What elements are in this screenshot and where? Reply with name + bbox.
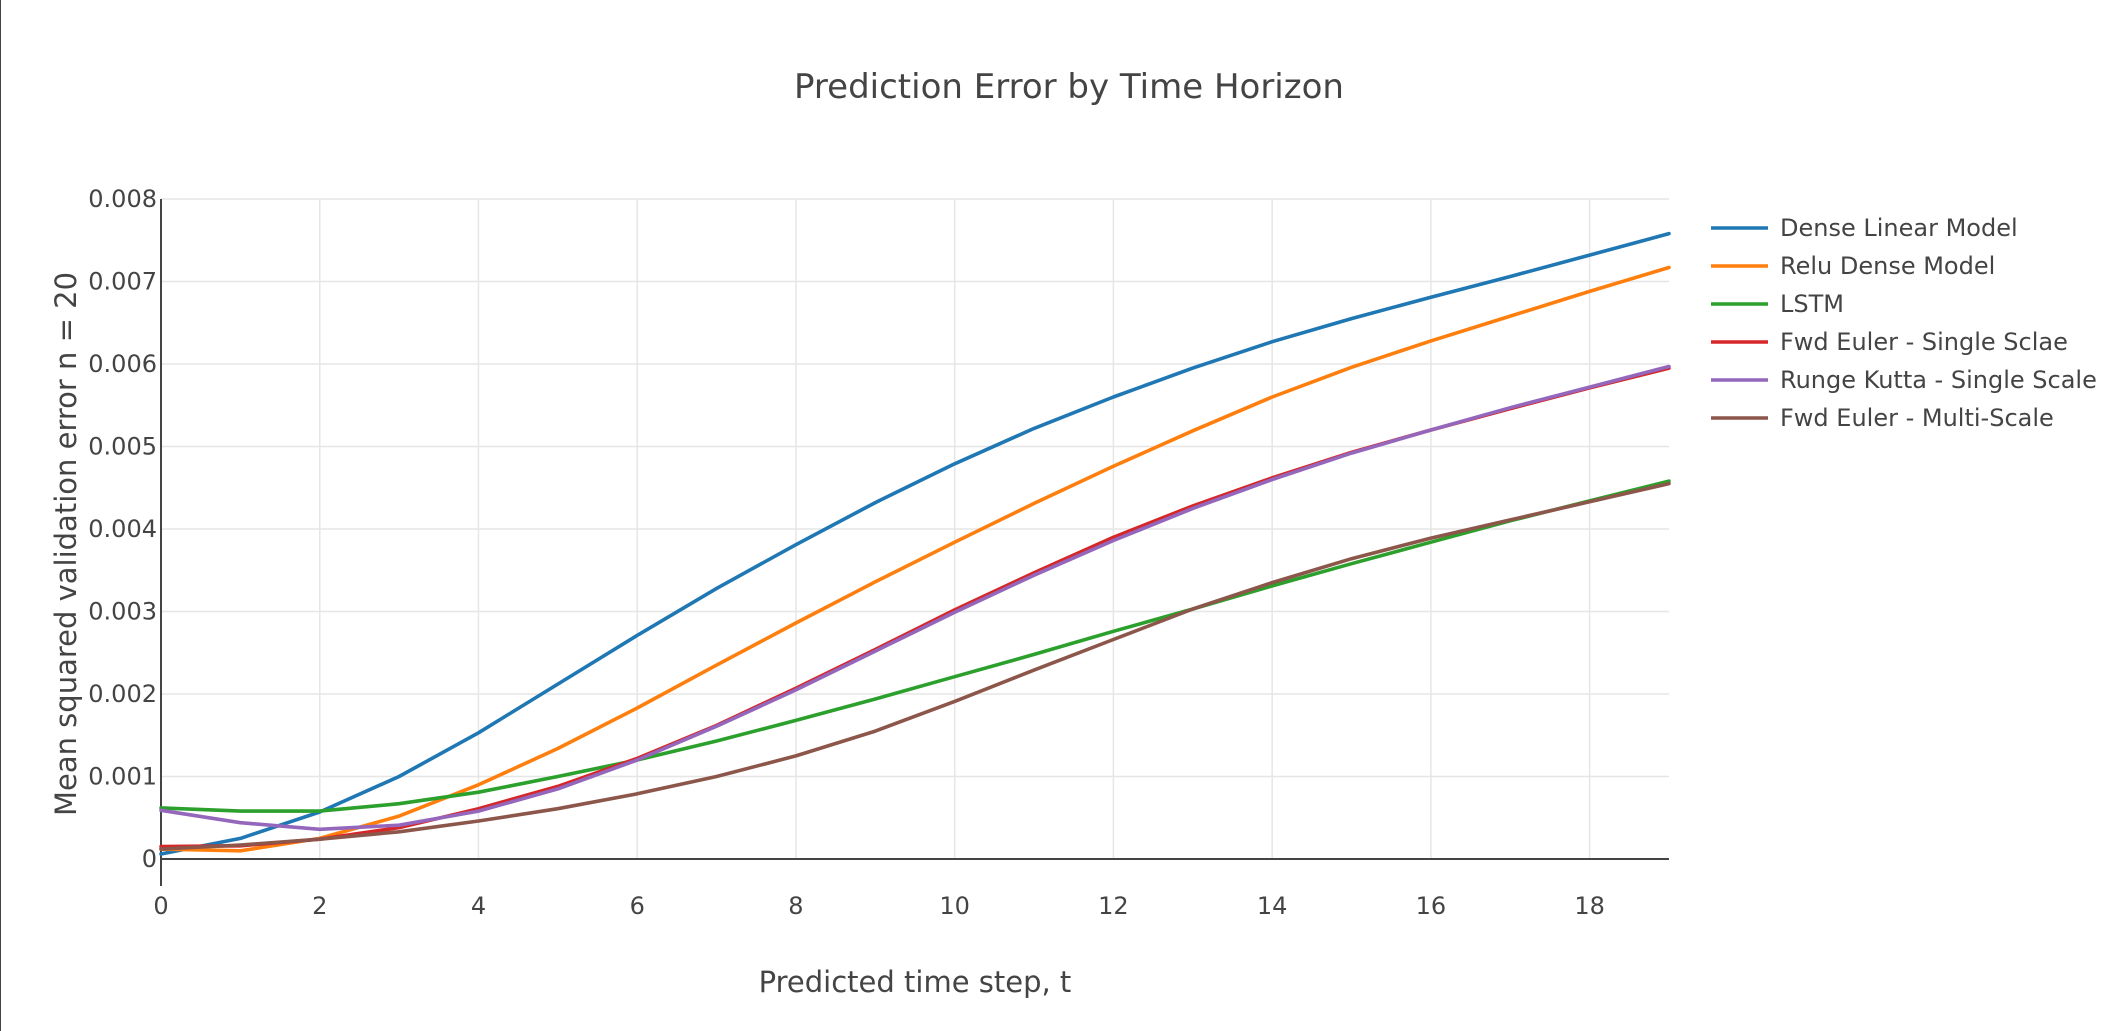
legend-label: Runge Kutta - Single Scale [1780,366,2097,394]
y-tick-label: 0.005 [88,433,157,461]
legend: Dense Linear Model Relu Dense Model LSTM Fw… [1711,214,2097,432]
legend-label: Relu Dense Model [1780,252,1995,280]
legend-label: Dense Linear Model [1780,214,2018,242]
y-tick-label: 0.001 [88,763,157,791]
series-line-dense-linear-model [159,231,1671,856]
legend-item-fwd-euler-multi-scale[interactable]: Fwd Euler - Multi-Scale [1711,404,2054,432]
axes: 0 2 4 6 8 10 12 14 16 18 0 0.001 0.002 0.003 0.004 0.00… [88,185,1669,920]
legend-item-relu-dense-model[interactable]: Relu Dense Model [1711,252,1995,280]
legend-item-lstm[interactable]: LSTM [1711,290,1844,318]
x-tick-label: 14 [1257,892,1288,920]
legend-item-fwd-euler-single-sclae[interactable]: Fwd Euler - Single Sclae [1711,328,2068,356]
y-tick-label: 0 [142,845,157,873]
x-tick-label: 10 [939,892,970,920]
x-tick-label: 0 [153,892,168,920]
legend-item-runge-kutta-single-scale[interactable]: Runge Kutta - Single Scale [1711,366,2097,394]
series-line-runge-kutta-single-scale [159,364,1671,832]
legend-label: Fwd Euler - Multi-Scale [1780,404,2054,432]
series-line-relu-dense-model [159,265,1671,853]
x-tick-label: 2 [312,892,327,920]
x-tick-label: 18 [1574,892,1605,920]
legend-item-dense-linear-model[interactable]: Dense Linear Model [1711,214,2018,242]
y-tick-label: 0.007 [88,268,157,296]
series-line-lstm [159,479,1671,813]
x-axis-label: Predicted time step, t [759,965,1072,999]
gridlines [161,198,1669,859]
y-tick-label: 0.003 [88,598,157,626]
x-tick-label: 6 [630,892,645,920]
legend-label: LSTM [1780,290,1844,318]
x-tick-label: 8 [788,892,803,920]
series-line-fwd-euler-multi-scale [159,481,1671,851]
y-tick-label: 0.002 [88,680,157,708]
chart-title: Prediction Error by Time Horizon [794,67,1344,107]
y-tick-label: 0.004 [88,515,157,543]
series-lines [159,231,1671,856]
x-tick-label: 4 [471,892,486,920]
y-tick-label: 0.006 [88,350,157,378]
legend-label: Fwd Euler - Single Sclae [1780,328,2068,356]
x-tick-label: 16 [1416,892,1447,920]
y-axis-label: Mean squared validation error n = 20 [49,272,83,816]
x-tick-label: 12 [1098,892,1129,920]
y-tick-label: 0.008 [88,185,157,213]
